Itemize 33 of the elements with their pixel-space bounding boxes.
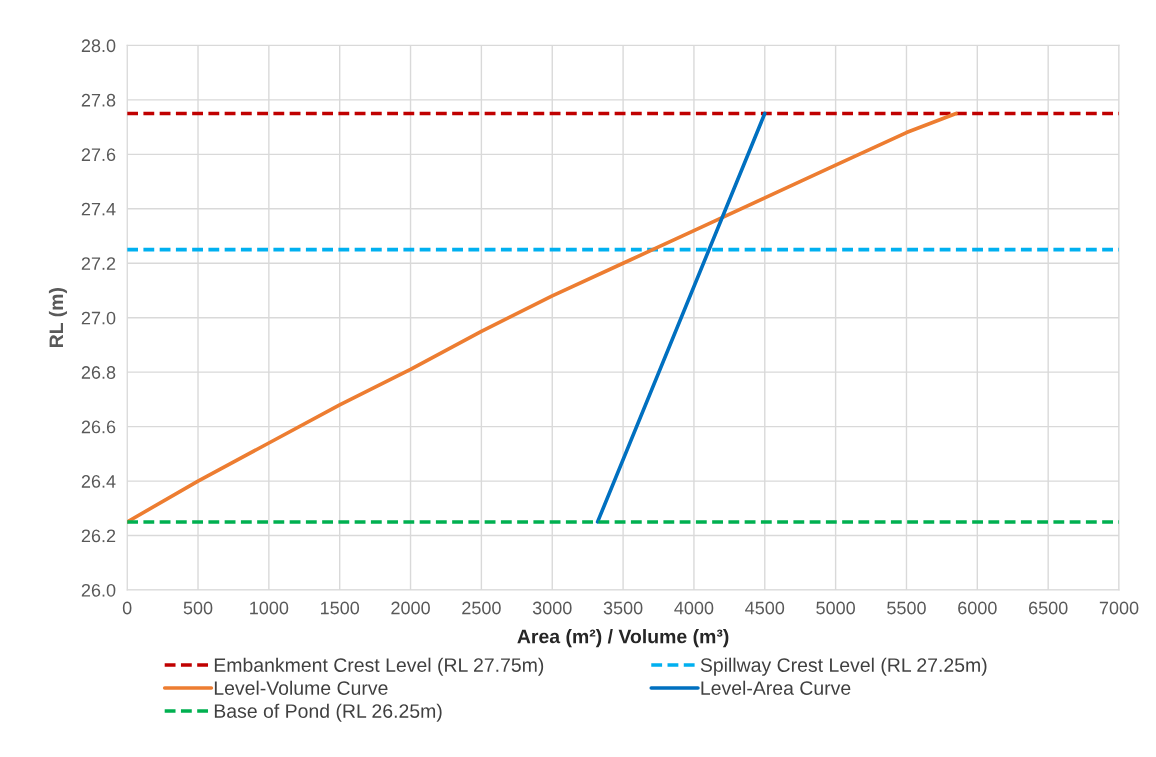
y-tick-label: 27.0	[81, 311, 116, 325]
y-tick-label: 26.4	[81, 475, 116, 488]
y-tick-label: 26.8	[81, 366, 116, 379]
legend-label: Level-Area Curve	[701, 680, 851, 695]
x-tick-label: 5500	[887, 601, 926, 615]
y-tick-label: 27.6	[81, 148, 116, 162]
legend-label: Level-Volume Curve	[214, 680, 388, 695]
x-tick-label: 3000	[532, 601, 572, 615]
y-axis-title: RL (m)	[48, 288, 68, 348]
x-tick-label: 3500	[603, 601, 643, 615]
y-tick-label: 27.4	[81, 202, 116, 216]
x-tick-label: 5000	[816, 601, 855, 615]
y-tick-label: 28.0	[81, 39, 116, 53]
legend-label: Embankment Crest Level (RL 27.75m)	[214, 657, 544, 676]
y-tick-label: 26.2	[81, 529, 116, 543]
x-tick-label: 0	[122, 601, 132, 615]
x-tick-label: 6500	[1029, 601, 1068, 615]
x-tick-label: 4500	[745, 601, 785, 615]
y-tick-label: 27.8	[81, 93, 116, 107]
legend-label: Base of Pond (RL 26.25m)	[214, 703, 442, 722]
x-tick-label: 4000	[674, 601, 714, 615]
y-tick-label: 27.2	[81, 257, 116, 270]
y-tick-label: 26.0	[81, 583, 116, 597]
x-tick-label: 7000	[1099, 601, 1139, 615]
x-tick-label: 1000	[250, 601, 289, 615]
x-tick-label: 2500	[462, 601, 501, 615]
y-tick-label: 26.6	[81, 420, 116, 434]
x-tick-label: 500	[183, 601, 213, 615]
x-tick-label: 6000	[958, 601, 997, 615]
x-tick-label: 1500	[320, 601, 360, 615]
x-axis-title: Area (m²) / Volume (m³)	[517, 629, 729, 648]
legend-label: Spillway Crest Level (RL 27.25m)	[700, 657, 987, 676]
x-tick-label: 2000	[391, 601, 430, 615]
